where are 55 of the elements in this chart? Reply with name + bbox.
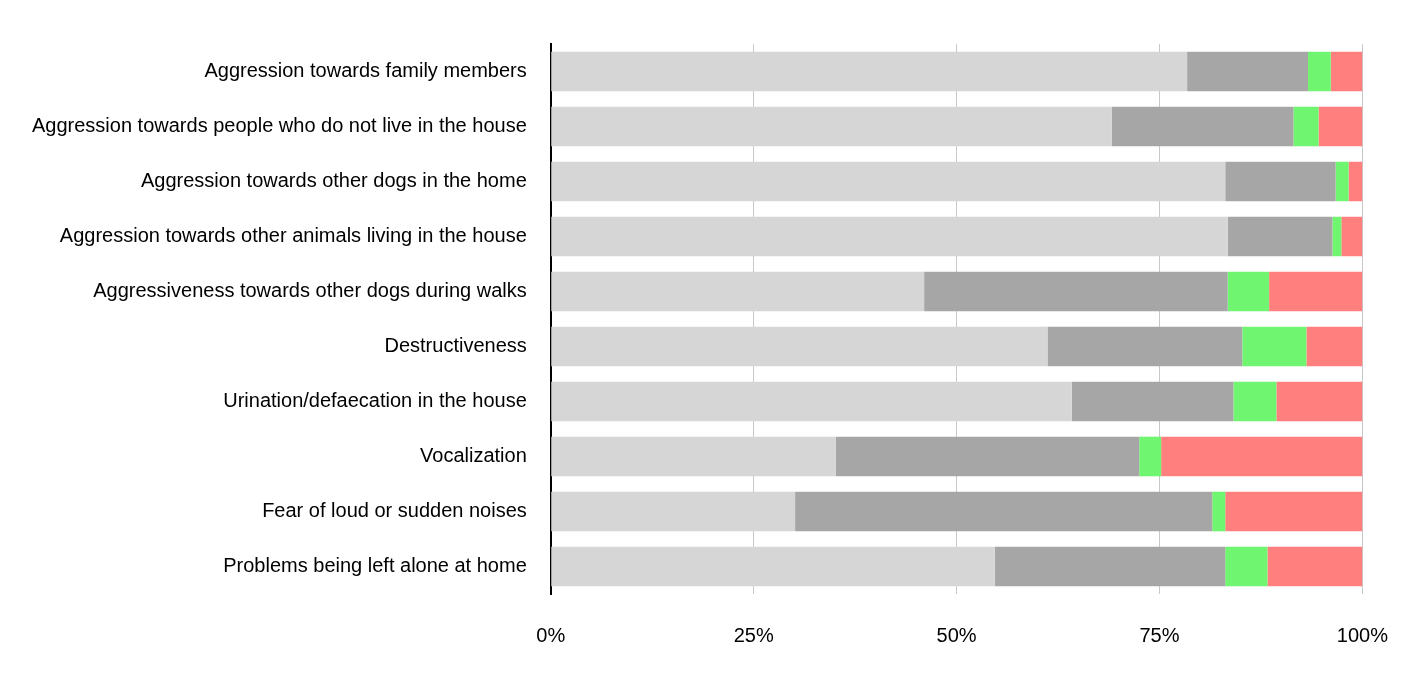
bar	[551, 106, 1112, 147]
bar	[1308, 51, 1331, 92]
bar	[1071, 381, 1234, 422]
bar	[1306, 326, 1363, 367]
y-tick-label: Aggressiveness towards other dogs during walks	[93, 279, 527, 302]
bar	[551, 436, 836, 477]
bar	[1225, 491, 1363, 532]
bar	[1269, 271, 1363, 312]
bar	[1267, 546, 1363, 587]
bar	[1332, 216, 1342, 257]
x-tick-label: 50%	[936, 623, 977, 646]
bar	[551, 326, 1048, 367]
bar	[1276, 381, 1363, 422]
bar	[551, 491, 796, 532]
bar	[1242, 326, 1307, 367]
bar	[1341, 216, 1363, 257]
bar	[1335, 161, 1349, 202]
bar	[795, 491, 1213, 532]
bar	[1318, 106, 1363, 147]
x-tick-label: 100%	[1336, 623, 1389, 646]
bar	[551, 271, 925, 312]
y-tick-label: Problems being left alone at home	[223, 554, 527, 577]
y-tick-label: Vocalization	[420, 444, 527, 467]
y-tick-label: Aggression towards people who do not live in the house	[32, 114, 527, 137]
bar	[924, 271, 1228, 312]
bar	[994, 546, 1226, 587]
bar	[1161, 436, 1363, 477]
y-tick-label: Urination/defaecation in the house	[223, 389, 527, 412]
bar	[551, 381, 1072, 422]
y-tick-label: Fear of loud or sudden noises	[262, 499, 527, 522]
bar	[1212, 491, 1226, 532]
bar	[1348, 161, 1363, 202]
x-tick-label: 0%	[536, 623, 566, 646]
bar	[1225, 546, 1268, 587]
bar	[1225, 161, 1336, 202]
y-tick-label: Aggression towards other animals living in the house	[59, 224, 527, 247]
bar	[1187, 51, 1309, 92]
bar	[1293, 106, 1319, 147]
y-tick-label: Aggression towards other dogs in the home	[140, 169, 527, 192]
bar	[551, 51, 1188, 92]
x-tick-label: 75%	[1139, 623, 1180, 646]
bar	[1233, 381, 1277, 422]
bar	[551, 216, 1228, 257]
bar	[835, 436, 1140, 477]
bar	[1139, 436, 1162, 477]
y-tick-label: Aggression towards family members	[204, 59, 527, 82]
bar	[1330, 51, 1363, 92]
x-tick-label: 25%	[733, 623, 774, 646]
bar	[1111, 106, 1294, 147]
bar	[1227, 216, 1333, 257]
bar	[1047, 326, 1243, 367]
bar	[551, 546, 995, 587]
y-tick-label: Destructiveness	[384, 334, 527, 357]
bar	[551, 161, 1226, 202]
bar	[1227, 271, 1270, 312]
